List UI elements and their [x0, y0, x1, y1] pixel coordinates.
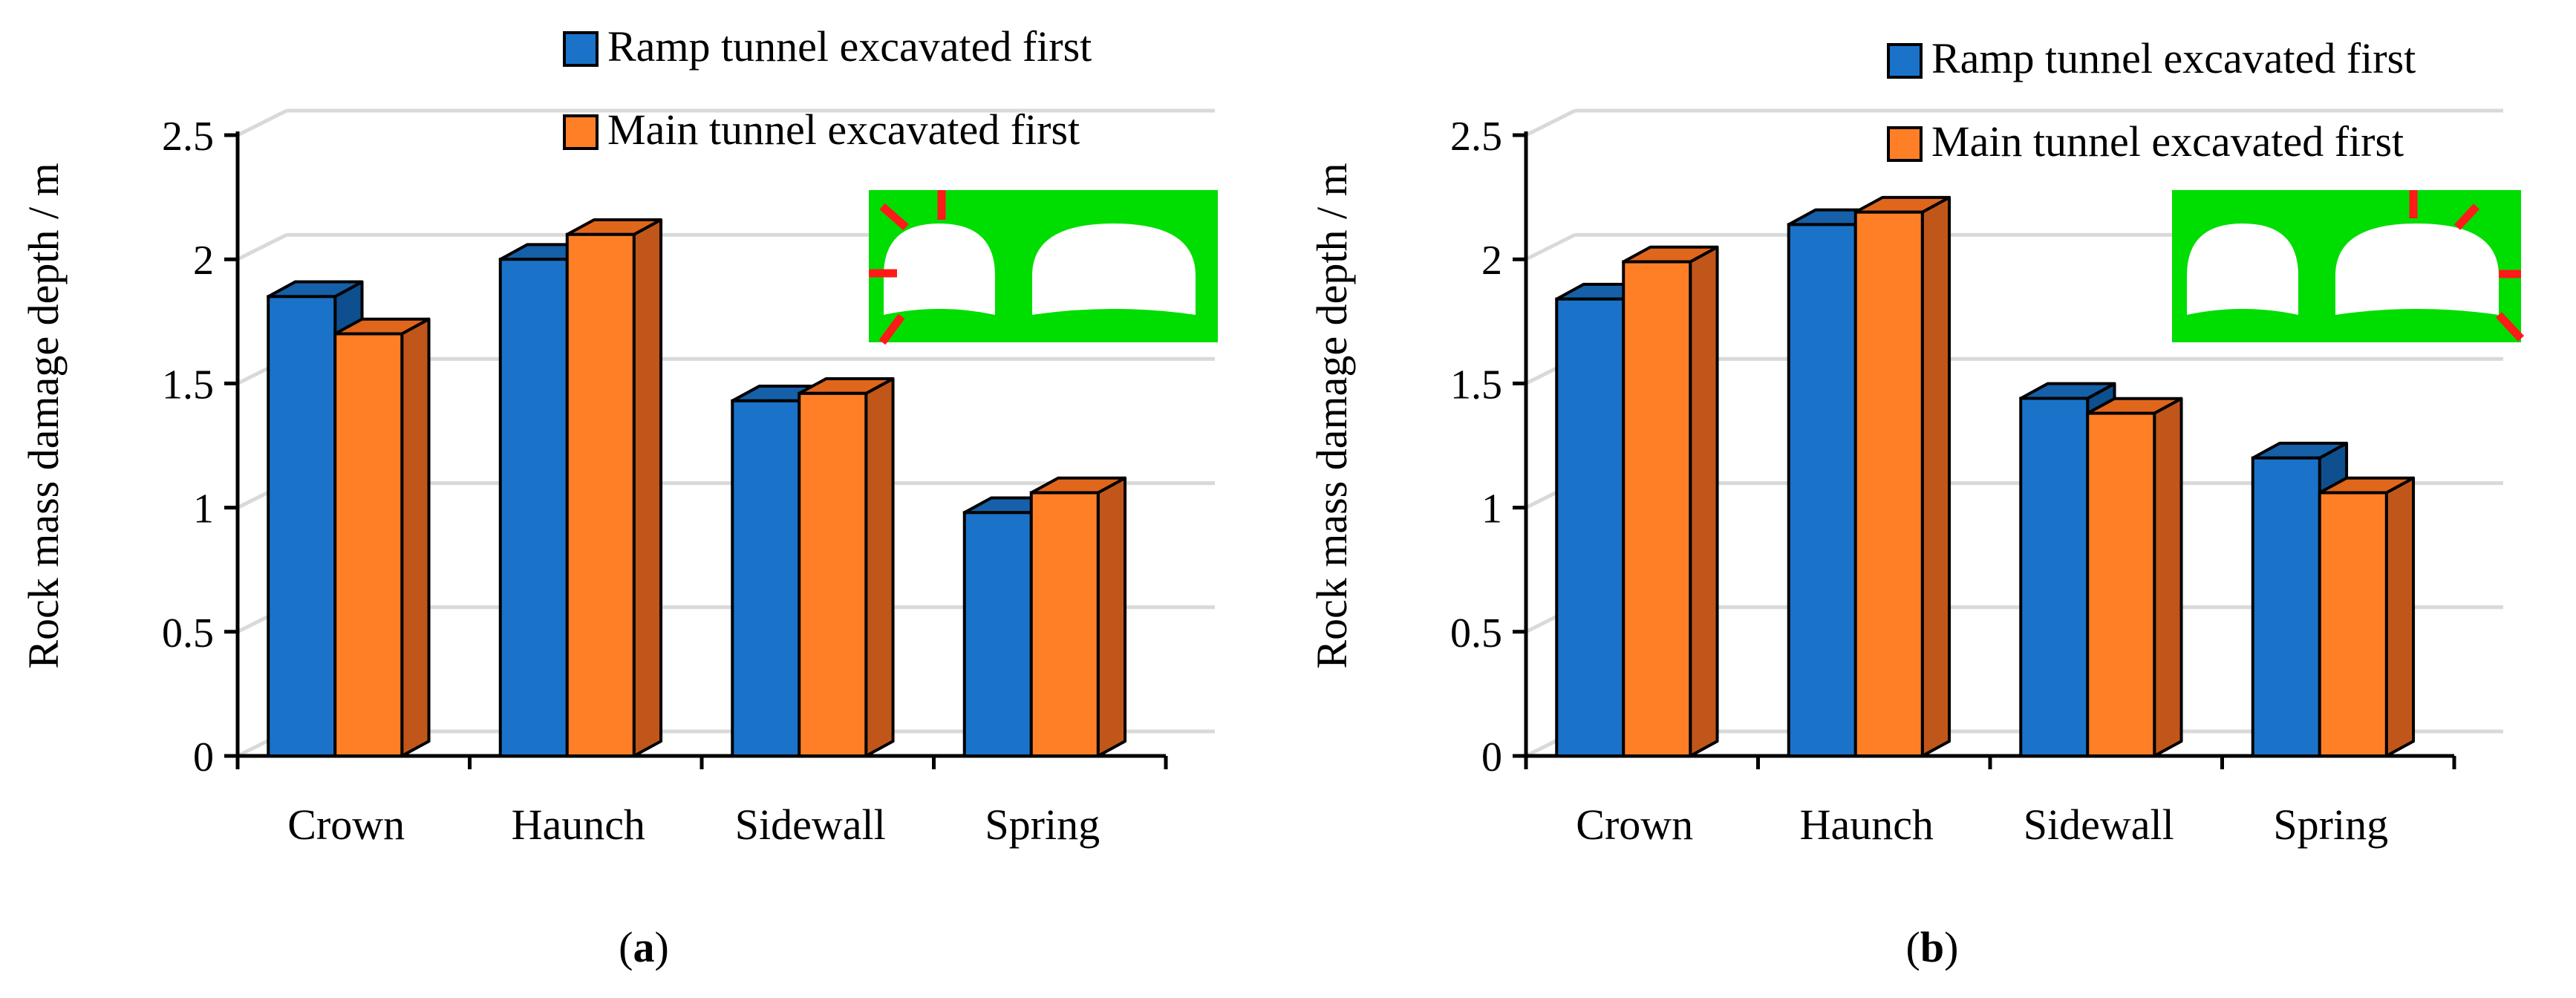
- bar-ramp-sidewall: [731, 399, 801, 757]
- bar-ramp-spring: [962, 511, 1033, 758]
- y-tick-label: 1: [1481, 486, 1502, 532]
- x-category-label-haunch: Haunch: [1800, 800, 1934, 849]
- bar-ramp-crown: [267, 295, 337, 757]
- gridline-diagonal: [1525, 232, 1576, 261]
- x-category-label-spring: Spring: [2273, 800, 2388, 849]
- y-tick-label: 1: [193, 486, 214, 532]
- bar-ramp-spring: [2251, 456, 2321, 757]
- bar-ramp-haunch: [498, 258, 569, 757]
- legend-label-main: Main tunnel excavated first: [1931, 117, 2404, 166]
- bar-ramp-crown: [1555, 297, 1626, 758]
- measurement-marker: [879, 203, 909, 231]
- bar-side-main-haunch: [1920, 195, 1951, 757]
- gridline-diagonal: [236, 108, 288, 137]
- y-tick-label: 2.5: [162, 114, 214, 160]
- legend-swatch-ramp: [563, 31, 599, 67]
- legend-swatch-main: [563, 114, 599, 150]
- x-category-label-haunch: Haunch: [512, 800, 645, 849]
- bar-side-main-spring: [2384, 476, 2416, 757]
- bar-main-haunch: [565, 232, 636, 757]
- y-tick-label: 2.5: [1450, 114, 1502, 160]
- x-category-label-crown: Crown: [1576, 800, 1693, 849]
- bar-side-main-haunch: [632, 218, 663, 757]
- bar-ramp-haunch: [1787, 223, 1857, 758]
- tunnel-inset: [2172, 190, 2525, 342]
- ramp-tunnel-shape: [884, 224, 995, 315]
- main-tunnel-shape: [2335, 224, 2499, 315]
- panel-b: 0 0.5 1 1.5 2 2.5 Rock mass damage depth / m Cr…: [1288, 0, 2576, 998]
- bar-side-main-sidewall: [2153, 397, 2183, 757]
- y-tick-label: 0: [193, 734, 214, 780]
- legend-label-ramp: Ramp tunnel excavated first: [1931, 34, 2416, 82]
- bar-main-crown: [333, 332, 404, 757]
- y-axis-label: Rock mass damage depth / m: [1308, 163, 1356, 668]
- legend-label-ramp: Ramp tunnel excavated first: [607, 22, 1092, 71]
- bar-side-main-spring: [1096, 476, 1127, 757]
- legend-label-main: Main tunnel excavated first: [607, 105, 1080, 154]
- bar-side-main-crown: [1689, 245, 1719, 757]
- tunnel-inset: [869, 190, 1218, 345]
- x-category-label-sidewall: Sidewall: [2024, 800, 2174, 849]
- y-tick-label: 1.5: [1450, 362, 1502, 408]
- y-tick-label: 1.5: [162, 362, 214, 408]
- y-tick-label: 0.5: [162, 610, 214, 656]
- main-tunnel-shape: [1032, 224, 1196, 315]
- y-axis-label: Rock mass damage depth / m: [19, 163, 68, 668]
- panel-a: 0 0.5 1 1.5 2 2.5 Rock mass damage depth / m Cr…: [19, 22, 1218, 971]
- y-tick-label: 0.5: [1450, 610, 1502, 656]
- bar-main-crown: [1622, 260, 1692, 757]
- legend-swatch-ramp: [1887, 43, 1923, 79]
- gridline-diagonal: [1525, 108, 1576, 137]
- y-tick-label: 2: [193, 238, 214, 284]
- y-tick-label: 0: [1481, 734, 1502, 780]
- x-category-label-crown: Crown: [287, 800, 405, 849]
- x-category-label-spring: Spring: [985, 800, 1100, 849]
- chart-b: 0 0.5 1 1.5 2 2.5 Rock mass damage depth / m Cr…: [1308, 34, 2525, 849]
- bar-main-spring: [2318, 491, 2388, 757]
- bar-side-main-sidewall: [864, 376, 895, 757]
- bar-main-spring: [1029, 491, 1100, 757]
- x-category-label-sidewall: Sidewall: [735, 800, 886, 849]
- measurement-marker: [2495, 312, 2525, 342]
- bar-main-haunch: [1853, 210, 1924, 757]
- y-tick-label: 2: [1481, 238, 1502, 284]
- bar-ramp-sidewall: [2019, 397, 2090, 757]
- bar-main-sidewall: [798, 391, 868, 757]
- gridline-diagonal: [236, 232, 288, 261]
- bar-main-sidewall: [2086, 411, 2156, 757]
- legend-swatch-main: [1887, 126, 1923, 162]
- ramp-tunnel-shape: [2187, 224, 2298, 315]
- chart-a: 0 0.5 1 1.5 2 2.5 Rock mass damage depth / m Cr…: [19, 22, 1218, 849]
- measurement-marker: [878, 313, 905, 345]
- bar-side-main-crown: [400, 317, 431, 757]
- measurement-marker: [2453, 203, 2480, 230]
